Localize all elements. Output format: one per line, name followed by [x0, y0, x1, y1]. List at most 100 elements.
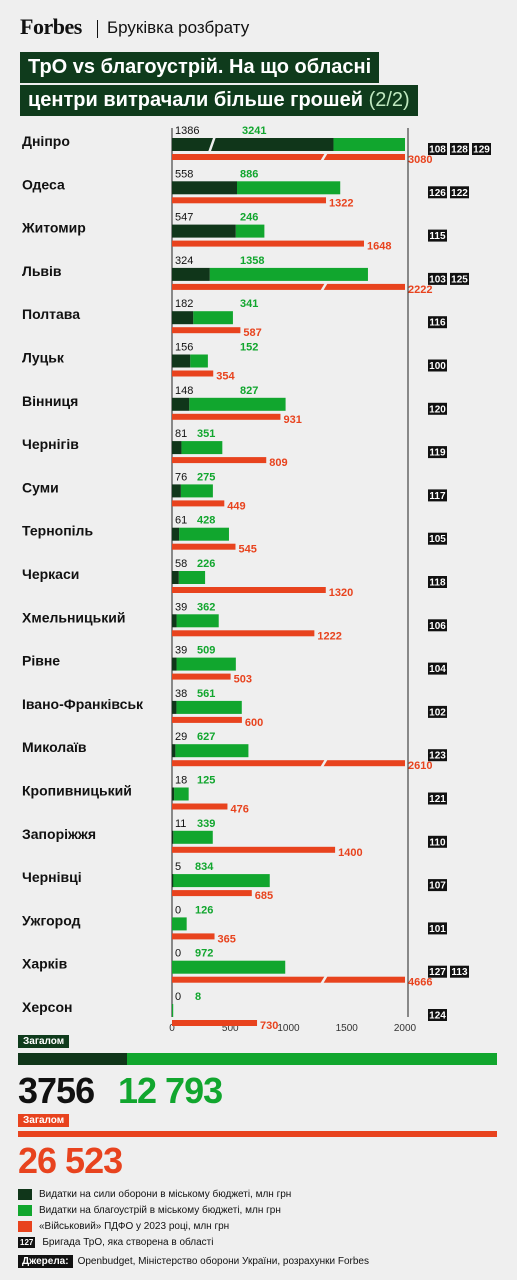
- legend-label-pdfo: «Військовий» ПДФО у 2023 році, млн грн: [39, 1220, 230, 1232]
- bar-defense: [172, 527, 180, 541]
- section-title[interactable]: Бруківка розбрату: [107, 18, 250, 37]
- legend-swatch-improvement: [18, 1204, 32, 1216]
- bar-pdfo: [172, 154, 405, 160]
- bar-improvement: [175, 744, 249, 758]
- city-label: Луцьк: [22, 350, 65, 366]
- brigade-badge: [428, 835, 447, 848]
- city-label: Черкаси: [22, 566, 79, 582]
- brigade-badge: [428, 879, 447, 892]
- value-label-defense: 148: [175, 385, 193, 397]
- value-label-defense: 18: [175, 775, 187, 787]
- brigade-badge: [472, 143, 491, 155]
- city-label: Чернівці: [22, 869, 82, 885]
- city-label: Херсон: [22, 999, 72, 1015]
- x-tick-label: 0: [169, 1023, 175, 1034]
- axis-break-mark: [207, 135, 217, 154]
- bar-improvement: [172, 1004, 174, 1017]
- city-label: Вінниця: [22, 393, 78, 409]
- brigade-badge: [450, 965, 469, 978]
- brigade-badge: [428, 186, 447, 199]
- value-label-improvement: 226: [197, 558, 215, 570]
- axis-break-mark: [319, 757, 329, 769]
- legend-swatch-pdfo: [18, 1220, 32, 1232]
- brigade-badge-label: 117: [429, 491, 446, 502]
- bar-defense: [172, 267, 210, 281]
- total-bar-pdfo: [18, 1131, 497, 1137]
- bar-pdfo: [172, 1020, 258, 1026]
- brigade-badge-label: 110: [429, 837, 446, 848]
- bar-pdfo: [172, 240, 364, 247]
- bar-defense: [172, 830, 174, 844]
- value-label-defense: 1386: [175, 125, 199, 137]
- bar-improvement: [173, 830, 213, 844]
- bar-improvement: [172, 874, 270, 888]
- bar-pdfo: [172, 760, 405, 767]
- value-label-defense: 76: [175, 471, 187, 483]
- brigade-badge-label: 125: [451, 274, 468, 285]
- forbes-logo[interactable]: Forbes: [20, 14, 82, 39]
- legend-swatch-defense: [18, 1188, 32, 1200]
- bar-defense: [172, 657, 177, 671]
- value-label-improvement: 275: [197, 471, 215, 483]
- value-label-improvement: 126: [195, 904, 213, 916]
- bar-pdfo: [172, 197, 327, 204]
- bar-improvement: [181, 441, 223, 455]
- legend-item-defense: Видатки на сили оборони в міському бюдже…: [18, 1187, 291, 1201]
- brigade-badge: [428, 446, 447, 459]
- brigade-badge-label: 103: [429, 274, 446, 285]
- legend-label-defense: Видатки на сили оборони в міському бюдже…: [39, 1188, 292, 1200]
- value-label-pdfo: 685: [255, 890, 273, 902]
- brigade-badge-label: 108: [429, 145, 446, 156]
- value-label-defense: 182: [175, 298, 193, 310]
- legend-brigade-badge: 127: [18, 1236, 36, 1248]
- brigade-badge-label: 115: [429, 231, 446, 242]
- total-defense-value: 3756: [18, 1070, 95, 1111]
- brigade-badge-label: 113: [451, 967, 468, 978]
- city-label: Житомир: [21, 220, 86, 236]
- value-label-pdfo: 4666: [408, 977, 432, 989]
- bar-pdfo: [172, 283, 405, 290]
- brigade-badge-label: 102: [429, 707, 446, 718]
- total-label-pdfo: Загалом: [18, 1114, 70, 1127]
- title-line-2-text: центри витрачали більше грошей: [28, 89, 363, 111]
- value-label-defense: 38: [175, 688, 187, 700]
- city-label: Кропивницький: [22, 783, 132, 799]
- legend-label-improvement: Видатки на благоустрій в міському бюджет…: [39, 1204, 281, 1216]
- title-line-2: центри витрачали більше грошей (2/2): [20, 85, 418, 116]
- value-label-defense: 5: [175, 861, 181, 873]
- city-label: Запоріжжя: [22, 826, 96, 842]
- value-label-pdfo: 600: [245, 717, 263, 729]
- bar-defense: [172, 744, 176, 758]
- value-label-defense: 29: [175, 731, 187, 743]
- bar-improvement: [235, 224, 265, 238]
- value-label-improvement: 509: [197, 645, 215, 657]
- brigade-badge: [450, 272, 469, 285]
- legend-item-improvement: Видатки на благоустрій в міському бюджет…: [18, 1203, 281, 1217]
- city-label: Хмельницький: [22, 609, 125, 625]
- brigade-badge: [428, 922, 447, 935]
- x-tick-label: 1000: [277, 1023, 300, 1034]
- value-label-improvement: 3241: [242, 125, 266, 137]
- value-label-pdfo: 3080: [408, 154, 432, 166]
- bar-improvement: [189, 397, 286, 411]
- city-label: Суми: [22, 479, 59, 495]
- brigade-badge-label: 121: [429, 794, 446, 805]
- brigade-badge: [428, 619, 447, 632]
- bar-improvement: [178, 571, 206, 584]
- value-label-improvement: 152: [240, 342, 258, 354]
- brigade-badge-label: 120: [429, 404, 446, 415]
- value-label-improvement: 834: [195, 861, 214, 873]
- brigade-badge-label: 128: [451, 145, 468, 156]
- total-label-spending: Загалом: [18, 1035, 70, 1048]
- value-label-defense: 558: [175, 168, 193, 180]
- value-label-pdfo: 931: [283, 414, 301, 426]
- brigade-badge: [450, 143, 469, 155]
- bar-pdfo: [172, 673, 231, 680]
- value-label-improvement: 8: [195, 991, 201, 1003]
- brigade-badge-label: 124: [429, 1011, 446, 1022]
- bar-pdfo: [172, 846, 336, 853]
- value-label-pdfo: 1648: [367, 241, 391, 253]
- value-label-defense: 547: [175, 212, 193, 224]
- bar-improvement: [180, 484, 213, 498]
- value-label-pdfo: 365: [218, 933, 236, 945]
